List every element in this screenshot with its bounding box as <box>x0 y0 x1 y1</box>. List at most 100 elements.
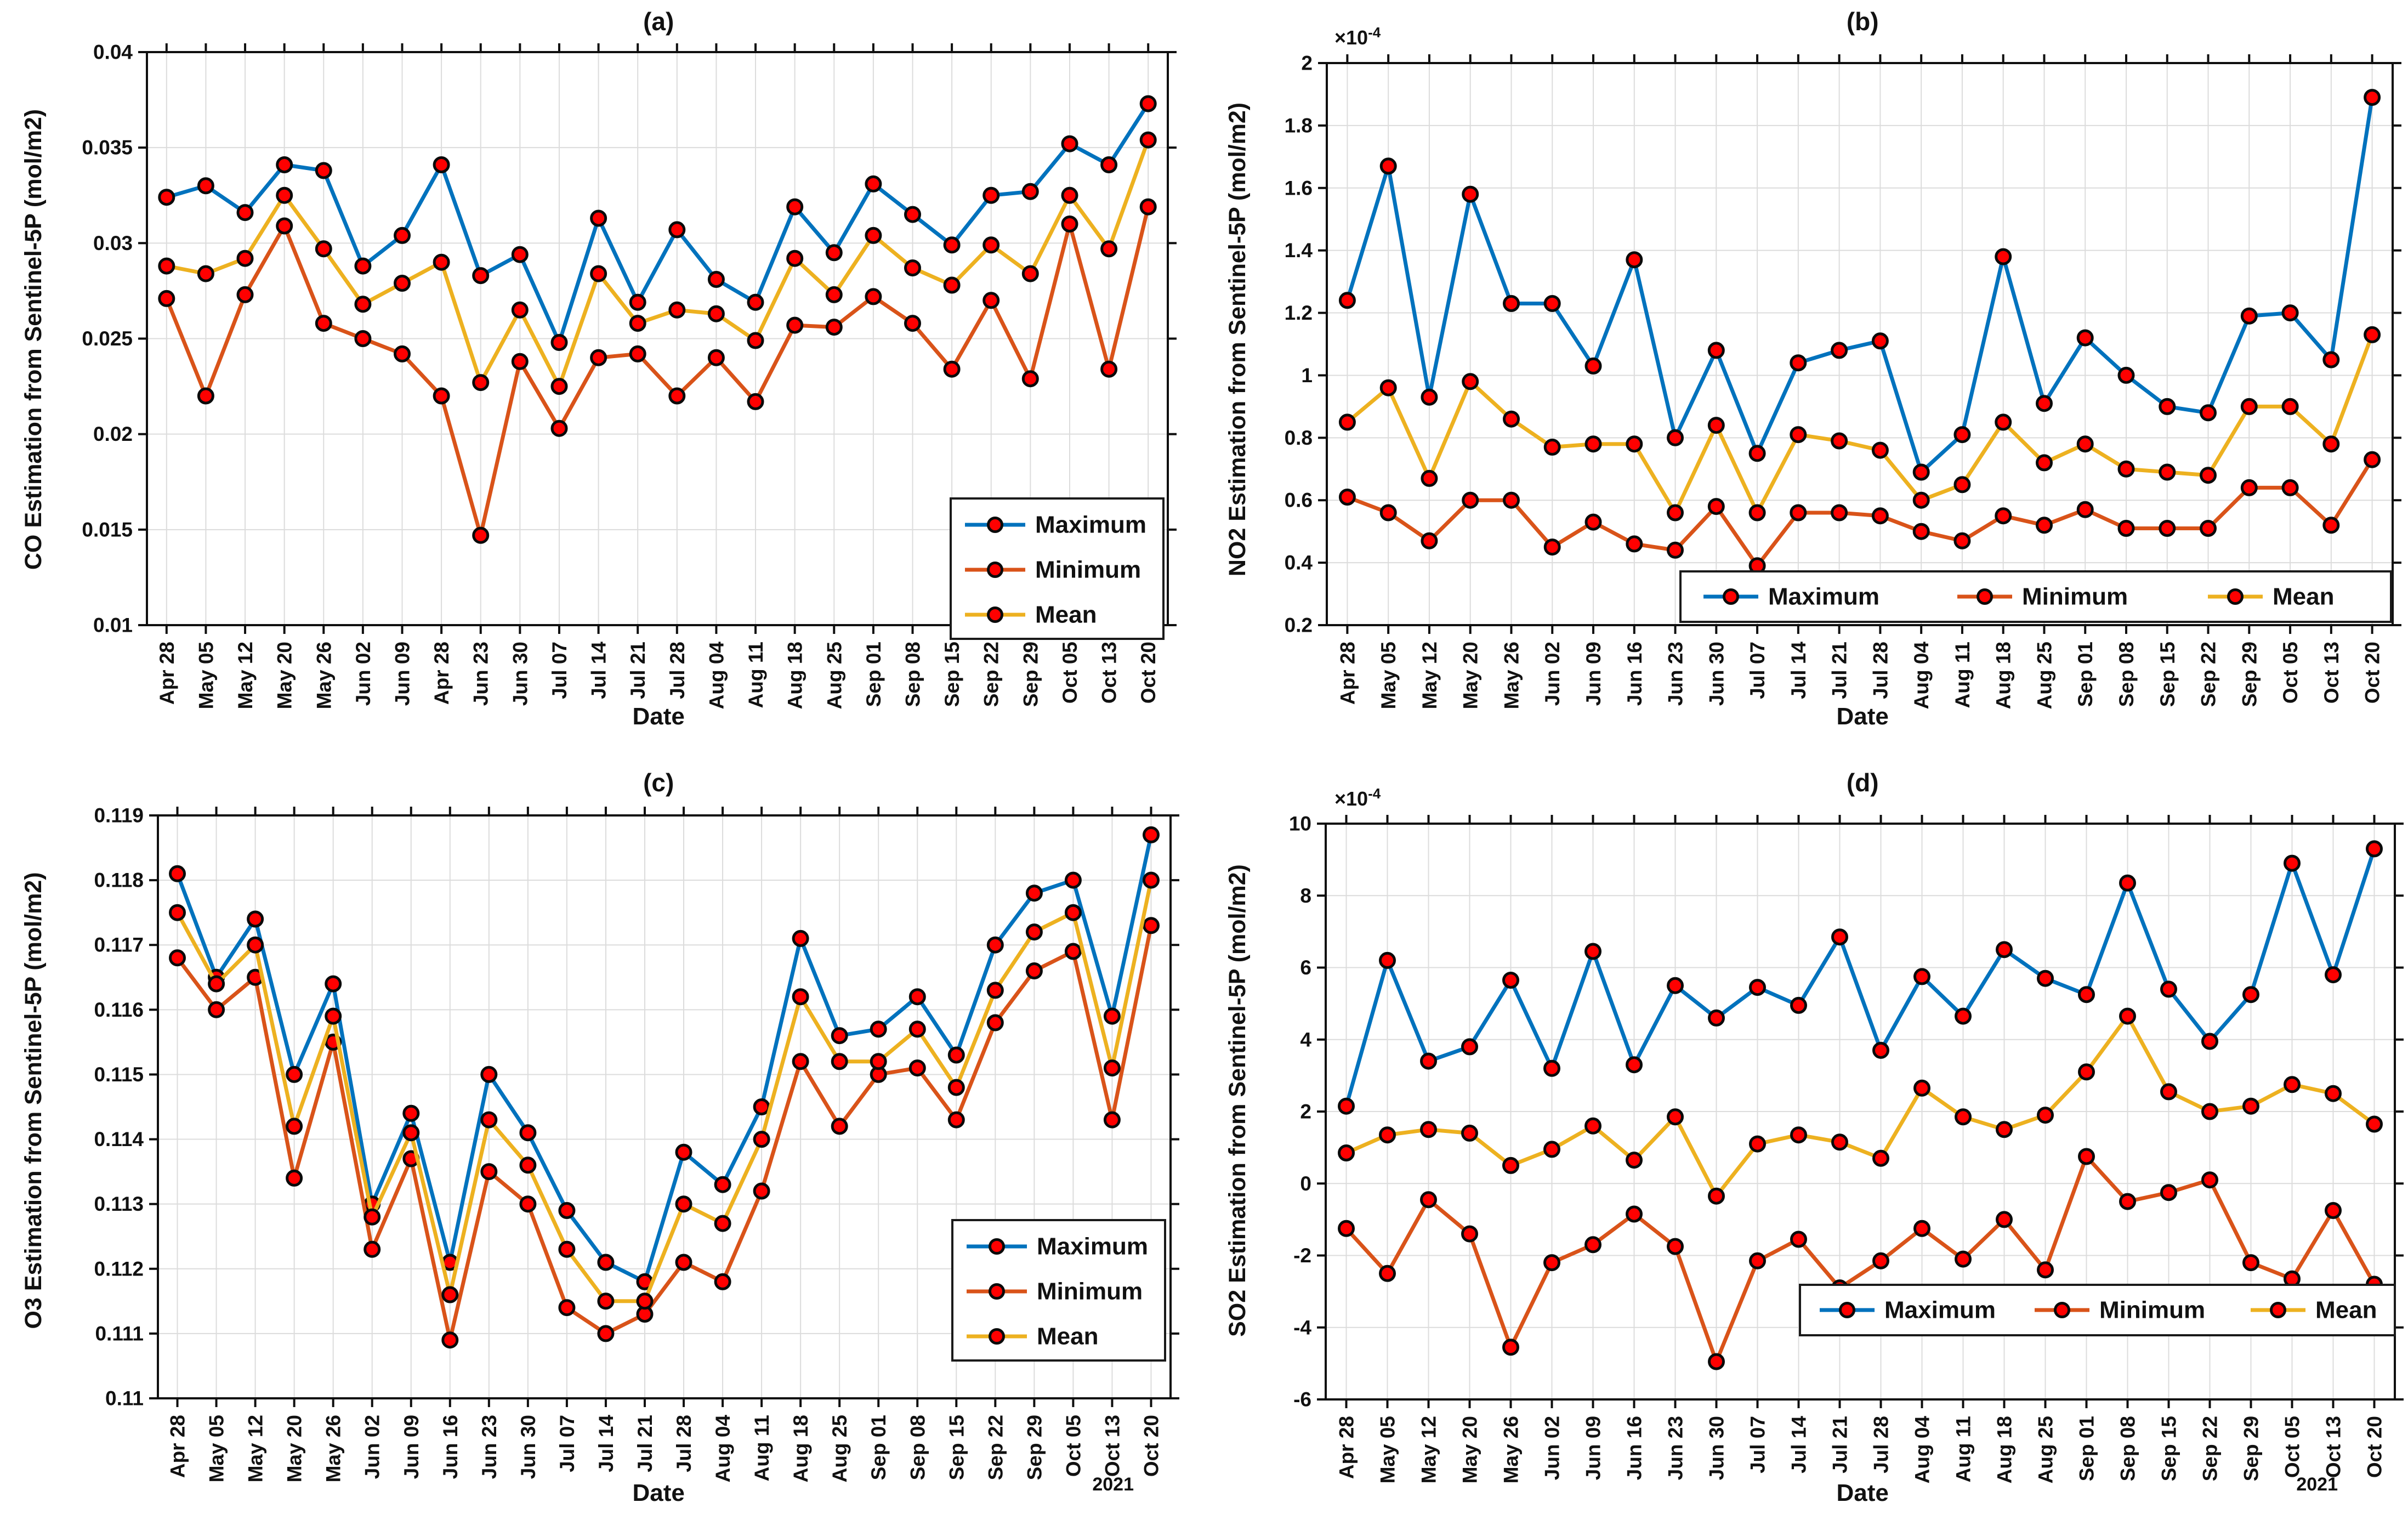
y-tick-label: 0.118 <box>94 869 144 892</box>
y-exponent-label-d: ×10-4 <box>1334 785 1381 810</box>
panel-a: 0.01 0.015 0.02 0.025 0.03 0.035 0.04 Apr 28 May… <box>0 0 1204 761</box>
marker-mean <box>1584 1117 1601 1135</box>
marker-mean <box>197 265 214 282</box>
marker-minimum <box>2201 1171 2218 1189</box>
marker-mean <box>1831 1133 1848 1151</box>
marker-maximum <box>1707 342 1725 359</box>
y-axis-title-d: SO2 Estimation from Sentinel-5P (mol/m2) <box>1224 864 1251 1337</box>
legend-label-maximum: Maximum <box>1884 1297 1996 1324</box>
marker-mean <box>1626 435 1643 453</box>
marker-mean <box>2284 1076 2301 1093</box>
marker-mean <box>550 378 568 395</box>
marker-mean <box>1338 1144 1355 1161</box>
x-tick-label: Oct 13 <box>1098 642 1121 704</box>
marker-maximum <box>1064 871 1082 889</box>
marker-mean <box>792 988 809 1006</box>
marker-minimum <box>472 526 490 544</box>
marker-minimum <box>2325 1202 2342 1219</box>
x-tick-label: Aug 25 <box>2035 1416 2057 1483</box>
marker-minimum <box>1061 216 1078 233</box>
marker-minimum <box>441 1331 459 1349</box>
y-tick-label: 0.119 <box>94 804 144 827</box>
marker-maximum <box>1021 183 1039 200</box>
x-tick-label: Jul 28 <box>1869 642 1892 699</box>
marker-mean <box>2201 1103 2218 1120</box>
x-tick-label: Apr 28 <box>156 642 178 705</box>
marker-mean <box>1790 1126 1807 1144</box>
marker-minimum <box>1708 1353 1725 1370</box>
x-tick-label: Aug 04 <box>1910 642 1933 710</box>
x-tick-label: Oct 20 <box>2361 642 2384 704</box>
marker-maximum <box>1461 1038 1478 1056</box>
marker-mean <box>986 982 1004 999</box>
y-axis-title-b: NO2 Estimation from Sentinel-5P (mol/m2) <box>1224 102 1251 577</box>
marker-maximum <box>753 1098 770 1115</box>
marker-maximum <box>1912 463 1930 481</box>
marker-mean <box>2240 398 2258 415</box>
marker-mean <box>1421 469 1438 487</box>
y-tick-label: 0.4 <box>1285 552 1313 574</box>
legend-label-minimum: Minimum <box>1037 1278 1143 1305</box>
x-tick-label: May 05 <box>1377 1416 1399 1483</box>
marker-minimum <box>1379 504 1397 521</box>
legend-label-minimum: Minimum <box>2022 583 2128 610</box>
y-tick-label: 0.116 <box>94 999 144 1021</box>
legend-sample-marker <box>1977 588 1993 605</box>
marker-minimum <box>707 349 725 366</box>
x-tick-label: May 20 <box>274 642 296 709</box>
y-tick-label: 0.04 <box>93 41 133 64</box>
marker-mean <box>558 1240 576 1258</box>
y-tick-label: 1.4 <box>1285 239 1313 262</box>
series-line-mean <box>175 880 1153 1303</box>
marker-minimum <box>1502 1339 1519 1356</box>
y-tick-label: 1.2 <box>1285 302 1313 324</box>
marker-minimum <box>982 292 1000 309</box>
x-tick-label: Jun 30 <box>1706 1416 1728 1480</box>
marker-maximum <box>2242 986 2259 1004</box>
x-tick-label: Jun 30 <box>1705 642 1728 706</box>
x-tick-label: Oct 13 <box>2322 1416 2345 1478</box>
marker-maximum <box>2160 980 2177 998</box>
marker-mean <box>2325 1085 2342 1102</box>
marker-minimum <box>511 353 529 370</box>
x-tick-label: May 20 <box>1459 642 1482 709</box>
marker-minimum <box>1379 1265 1396 1282</box>
marker-minimum <box>865 288 882 305</box>
marker-mean <box>1461 1124 1478 1142</box>
x-tick-label: Aug 25 <box>828 1415 851 1482</box>
panel-title-d: (d) <box>1846 768 1879 797</box>
marker-minimum <box>1749 1252 1766 1269</box>
x-tick-label: Sep 08 <box>906 1415 929 1480</box>
x-tick-label: Sep 15 <box>945 1415 968 1480</box>
x-tick-label: Aug 18 <box>784 642 807 709</box>
y-tick-label: -6 <box>1293 1388 1311 1411</box>
marker-mean <box>354 296 372 313</box>
marker-minimum <box>1462 491 1479 509</box>
x-tick-label: Jul 14 <box>588 642 610 699</box>
marker-maximum <box>2281 304 2299 322</box>
panel-title-c: (c) <box>643 768 674 797</box>
marker-maximum <box>1584 357 1602 375</box>
marker-mean <box>707 305 725 322</box>
marker-maximum <box>2037 970 2054 987</box>
marker-minimum <box>1139 198 1157 216</box>
marker-mean <box>1748 504 1766 521</box>
x-tick-label: Aug 04 <box>1911 1416 1934 1484</box>
legend-sample-marker <box>2054 1302 2070 1318</box>
marker-minimum <box>1543 538 1561 556</box>
marker-minimum <box>908 1059 926 1077</box>
marker-maximum <box>668 221 686 239</box>
x-tick-label: Apr 28 <box>1336 1416 1358 1479</box>
marker-maximum <box>1790 996 1807 1014</box>
x-axis-title-c: Date <box>632 1479 685 1506</box>
marker-minimum <box>747 393 764 410</box>
marker-maximum <box>472 267 490 285</box>
x-tick-label: Jun 23 <box>478 1415 501 1479</box>
x-tick-label: Sep 01 <box>867 1415 890 1480</box>
marker-maximum <box>1421 388 1438 406</box>
marker-minimum <box>590 349 607 366</box>
x-tick-label: Sep 22 <box>980 642 1003 707</box>
marker-mean <box>947 1079 965 1096</box>
marker-minimum <box>1996 1211 2013 1228</box>
y-exponent-label-b: ×10-4 <box>1334 24 1381 49</box>
